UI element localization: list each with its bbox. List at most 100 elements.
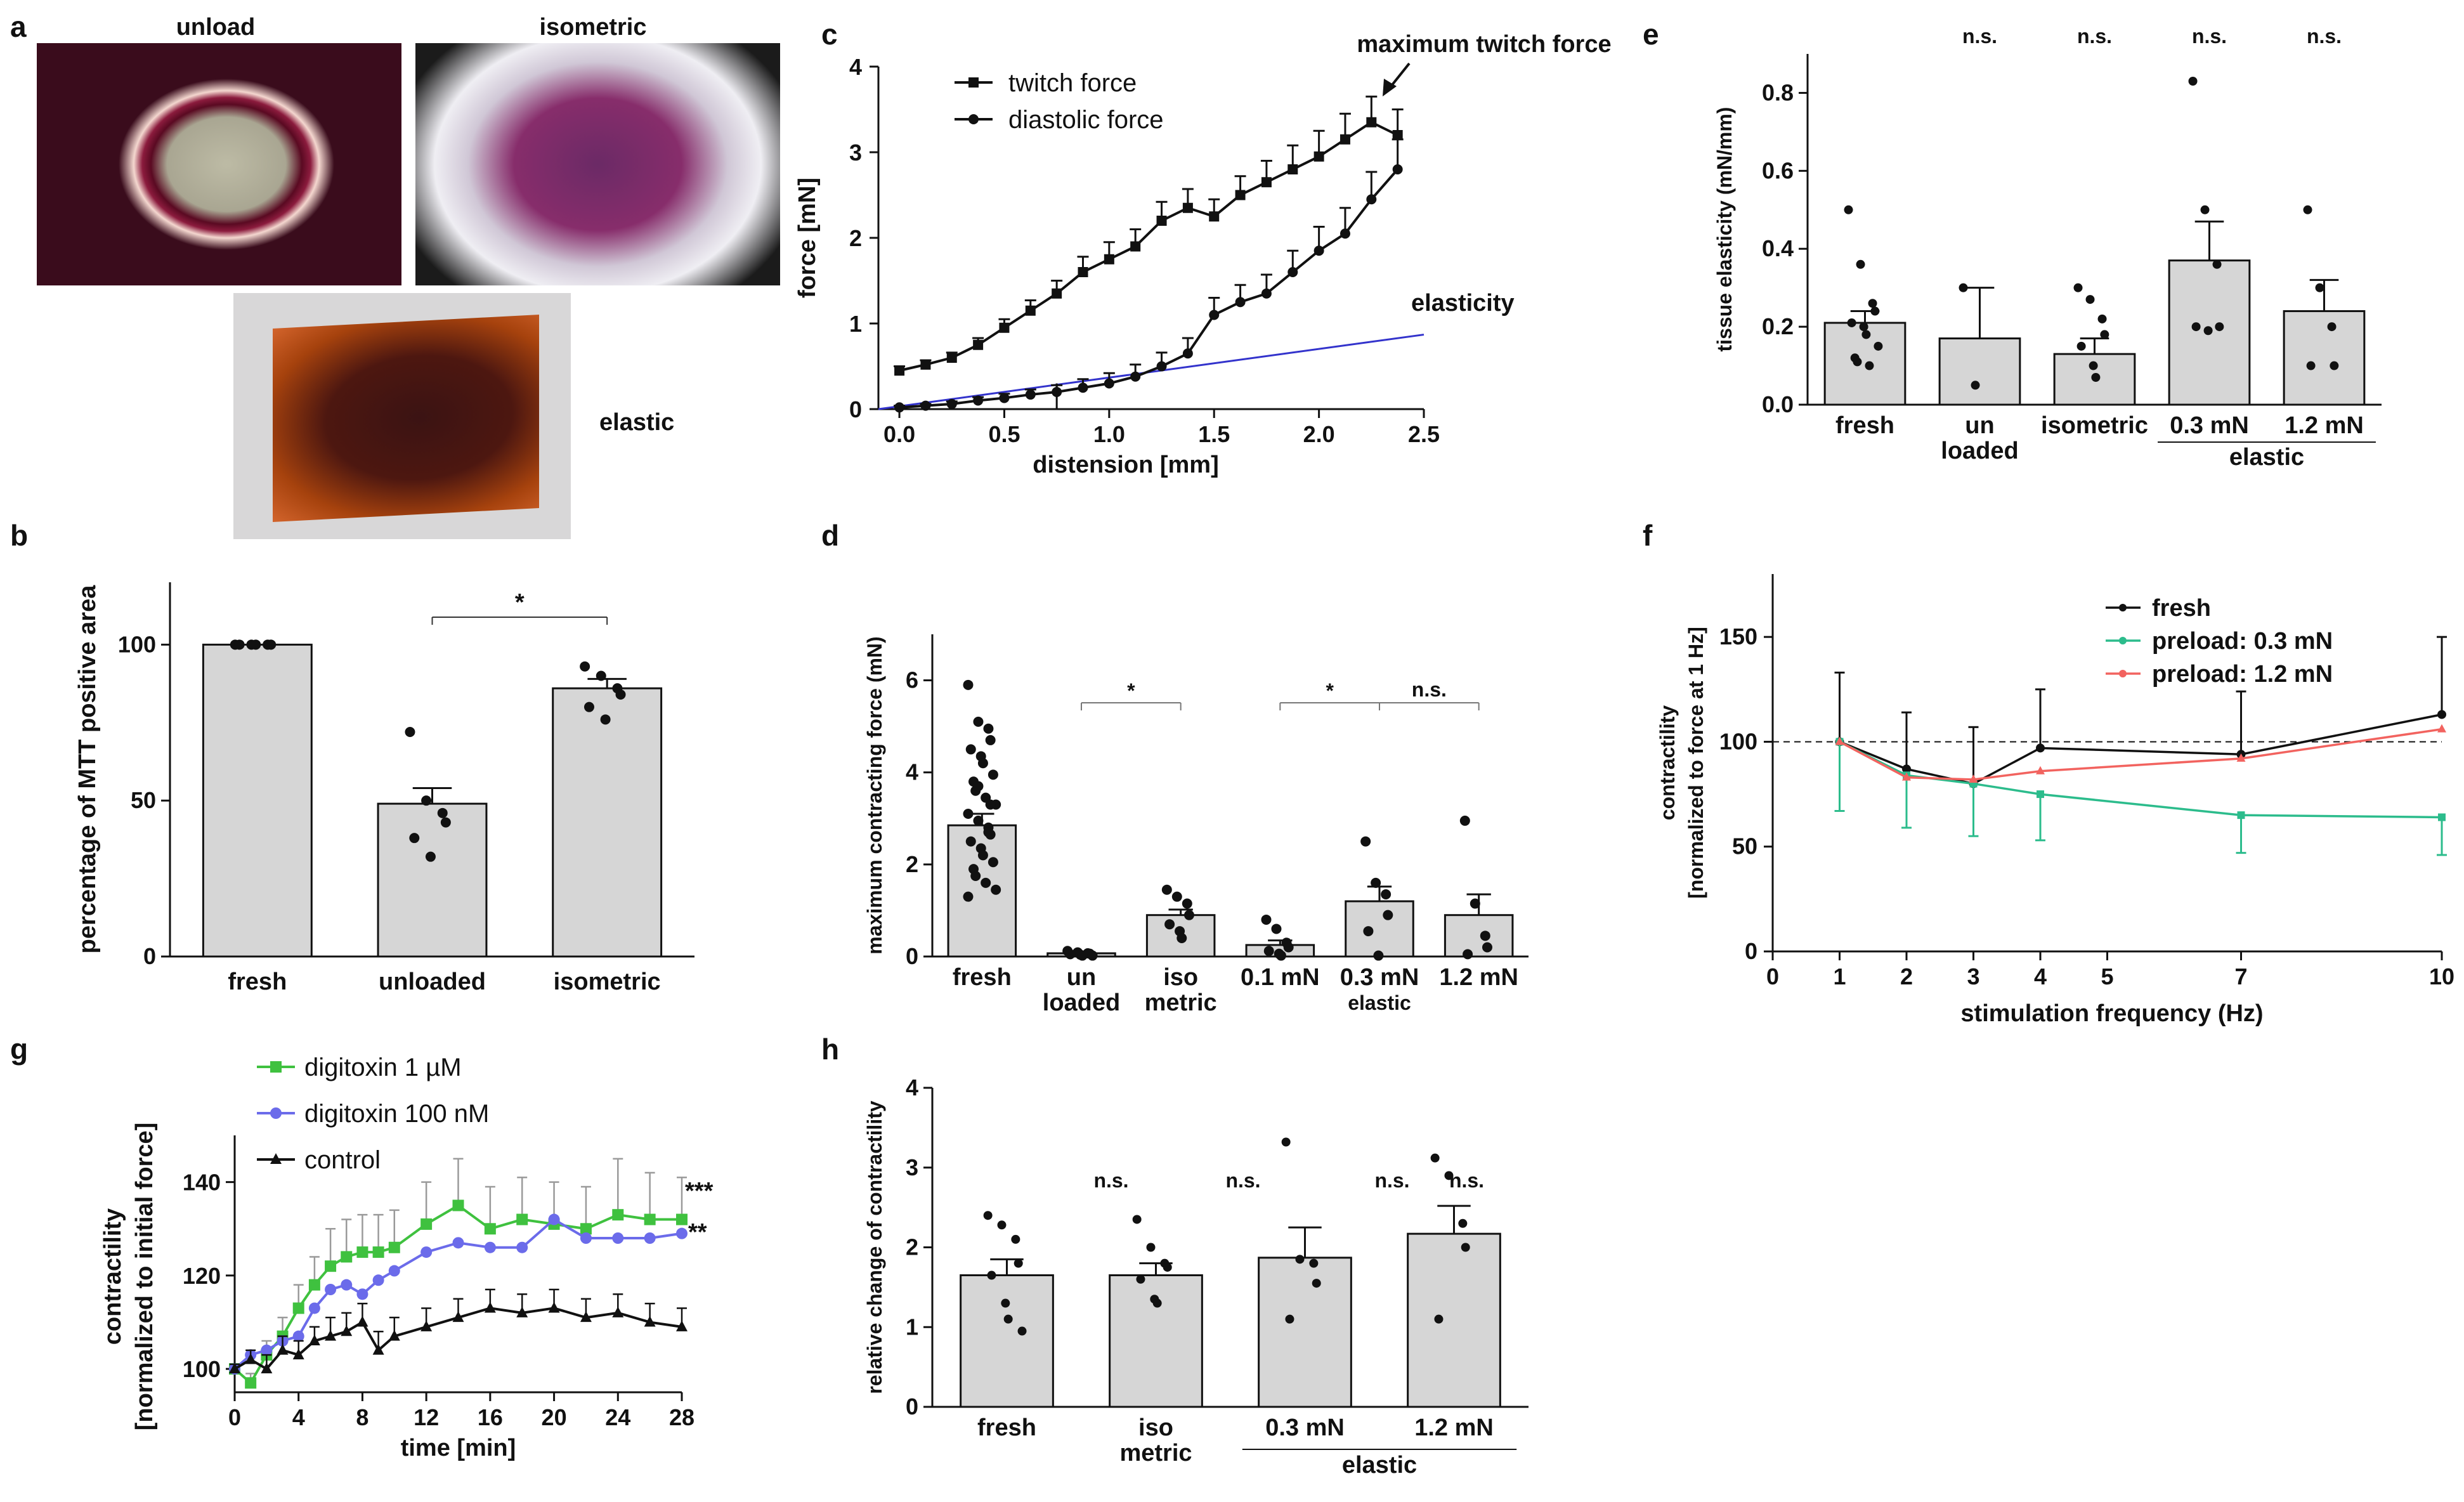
c-x-axis-label: distension [mm] [1033,452,1218,478]
d-data-point [977,850,988,861]
c-twitch-marker [1025,305,1036,316]
d-data-point [1271,924,1282,934]
e-data-point [1844,205,1853,214]
b-data-point [234,639,245,650]
e-data-point [2089,361,2098,370]
c-series-line-1 [899,168,1399,409]
c-diastolic-marker [1182,348,1193,359]
b-y-axis-label: percentage of MTT positive area [74,585,101,954]
e-significance-mark: n.s. [2077,25,2112,48]
f-y-axis-label: contractility [1656,705,1679,821]
c-elasticity-line [878,334,1424,410]
h-data-point [1312,1279,1321,1288]
d-data-point [1261,914,1272,925]
h-data-point [1461,1243,1470,1252]
c-diastolic-marker [1025,389,1036,400]
g-control-marker [388,1329,400,1341]
e-data-point [2188,77,2198,86]
c-legend-marker [968,77,979,88]
f-legend-label: fresh [2152,595,2211,622]
e-data-point [1853,357,1862,367]
d-data-point [1065,949,1076,960]
g-y-axis-label-2: [normalized to initial force] [131,1123,158,1431]
photo-unload [37,43,401,285]
d-data-point [1183,910,1194,920]
c-x-tick-label: 2.0 [1303,421,1335,447]
e-data-point [2327,322,2337,332]
c-legend-label: diastolic force [1008,106,1164,134]
d-y-tick-label: 0 [906,943,918,969]
e-significance-mark: n.s. [1962,25,1997,48]
f-x-tick-label: 5 [2101,963,2113,989]
f-preload-high-marker [2036,766,2045,774]
d-data-point [1480,931,1490,941]
h-data-point [1458,1218,1468,1228]
h-group-label: elastic [1342,1452,1417,1479]
g-digitoxin-100nM-marker [325,1284,337,1295]
b-data-point [425,851,436,862]
e-data-point [2076,341,2086,351]
g-x-axis-label: time [min] [401,1435,516,1461]
e-significance-mark: n.s. [2307,25,2342,48]
h-bar [1258,1257,1352,1408]
f-y-tick-label: 100 [1719,728,1757,754]
e-data-point [1971,381,1980,390]
g-digitoxin-100nM-marker [308,1302,320,1314]
e-data-point [1874,341,1883,351]
g-digitoxin-100nM-marker [372,1274,384,1286]
d-category-label: fresh [953,964,1012,991]
e-data-point [2100,330,2109,339]
h-data-point [987,1270,996,1280]
g-digitoxin-1uM-marker [372,1246,384,1258]
c-diastolic-marker [1366,194,1377,205]
d-data-point [1275,950,1286,961]
d-data-point [1360,836,1371,847]
c-x-tick-label: 1.0 [1093,421,1125,447]
g-digitoxin-100nM-marker [341,1279,353,1291]
e-data-point [1959,283,1968,292]
c-twitch-marker [1235,190,1246,200]
g-digitoxin-100nM-marker [356,1288,368,1300]
c-diastolic-marker [973,395,984,406]
d-data-point [1381,889,1392,900]
g-digitoxin-1uM-marker [452,1199,464,1211]
g-digitoxin-1uM-marker [612,1209,624,1221]
g-y-axis-label: contractility [100,1208,126,1345]
c-diastolic-marker [1313,245,1324,256]
f-preload-high-marker [1902,772,1911,781]
b-bar [552,687,663,958]
e-data-point [2097,314,2107,323]
e-data-point [2306,361,2316,370]
b-y-tick-label: 0 [143,943,156,969]
h-data-point [997,1220,1007,1230]
e-category-label: 0.3 mN [2170,412,2249,439]
c-twitch-marker [1287,164,1298,174]
c-diastolic-marker [1235,297,1246,308]
h-data-point [1430,1153,1440,1163]
c-twitch-marker [1366,117,1377,127]
g-y-tick-label: 100 [183,1356,221,1382]
g-control-marker [229,1362,240,1374]
g-control-marker [245,1353,257,1364]
b-significance-star: * [515,589,525,616]
h-y-tick-label: 2 [906,1234,918,1260]
e-data-point [1847,318,1856,327]
c-diastolic-marker [1130,371,1141,382]
c-y-tick-label: 3 [849,140,862,166]
photo-caption-elastic: elastic [599,409,674,436]
h-y-tick-label: 4 [906,1074,918,1100]
c-twitch-marker [1392,130,1403,140]
d-data-point [988,857,998,868]
photo-elastic [233,293,571,539]
f-legend-marker [2119,670,2127,677]
g-digitoxin-100nM-marker [261,1344,273,1356]
h-significance-mark: n.s. [1225,1169,1260,1192]
c-elasticity-label: elasticity [1411,290,1515,317]
g-digitoxin-1uM-marker [325,1260,337,1272]
d-category-label: 0.3 mN [1340,964,1419,991]
g-digitoxin-100nM-marker [644,1232,656,1244]
f-preload-low-marker [2438,813,2446,821]
g-x-tick-label: 24 [605,1404,630,1430]
h-data-point [1444,1171,1454,1180]
panel-label-h: h [821,1033,839,1066]
